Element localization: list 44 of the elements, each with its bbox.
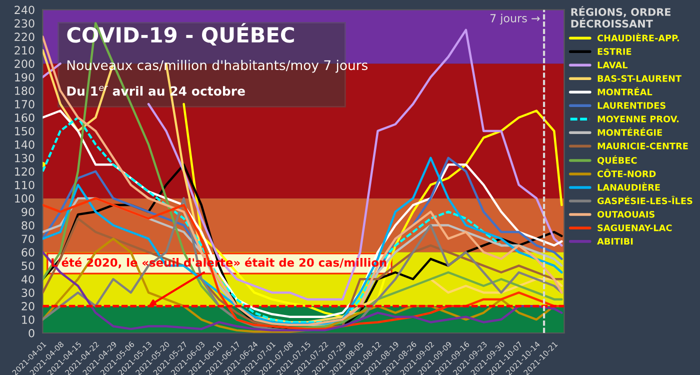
ref-line-label: 7 jours → <box>490 14 540 25</box>
legend-label: QUÉBEC <box>597 155 637 165</box>
legend-label: ESTRIE <box>598 48 632 55</box>
legend-title: RÉGIONS, ORDRE DÉCROISSANT <box>571 6 670 28</box>
legend-label: LANAUDIÈRE <box>598 182 660 191</box>
y-tick-label: 190 <box>15 73 34 82</box>
legend-label: SAGUENAY-LAC <box>598 224 672 232</box>
legend-label: MONTÉRÉGIE <box>598 127 662 136</box>
y-tick-label: 120 <box>15 167 34 176</box>
legend-label: BAS-ST-LAURENT <box>598 75 682 82</box>
y-tick-label: 10 <box>22 316 34 324</box>
legend-label: ABITIBI <box>597 238 633 245</box>
legend-label: MOYENNE PROV. <box>598 116 679 122</box>
legend-label: GASPÉSIE-LES-ÎLES <box>597 196 692 204</box>
y-tick-label: 80 <box>22 221 34 230</box>
legend-label: LAURENTIDES <box>598 102 666 109</box>
legend-label: MAURICIE-CENTRE <box>598 142 688 150</box>
y-tick-label: 30 <box>22 288 34 297</box>
y-tick-label: 200 <box>14 60 34 68</box>
y-tick-label: 140 <box>15 140 34 149</box>
y-tick-label: 170 <box>15 100 34 108</box>
y-tick-label: 60 <box>22 248 34 257</box>
legend-label: CÔTE-NORD <box>597 168 656 178</box>
legend-label: CHAUDIÈRE-APP. <box>597 33 679 42</box>
line-series <box>42 251 563 332</box>
y-tick-label: 0 <box>28 328 34 338</box>
legend-label: LAVAL <box>598 62 628 68</box>
y-tick-label: 70 <box>22 234 34 244</box>
y-tick-label: 20 <box>22 302 34 310</box>
y-tick-label: 110 <box>15 180 34 190</box>
y-tick-label: 50 <box>22 262 34 270</box>
y-tick-label: 130 <box>15 154 34 162</box>
y-tick-label: 230 <box>14 19 34 28</box>
y-tick-label: 210 <box>14 46 34 55</box>
y-tick-label: 220 <box>14 32 34 42</box>
legend-label: MONTRÉAL <box>598 87 652 96</box>
y-tick-label: 90 <box>22 208 34 216</box>
y-tick-label: 180 <box>15 86 34 95</box>
y-tick-label: 40 <box>21 275 34 284</box>
legend-label: OUTAOUAIS <box>597 210 654 218</box>
y-tick-label: 240 <box>14 6 34 14</box>
y-tick-label: 160 <box>15 113 34 122</box>
y-tick-label: 100 <box>15 194 34 203</box>
y-tick-label: 150 <box>15 126 34 136</box>
